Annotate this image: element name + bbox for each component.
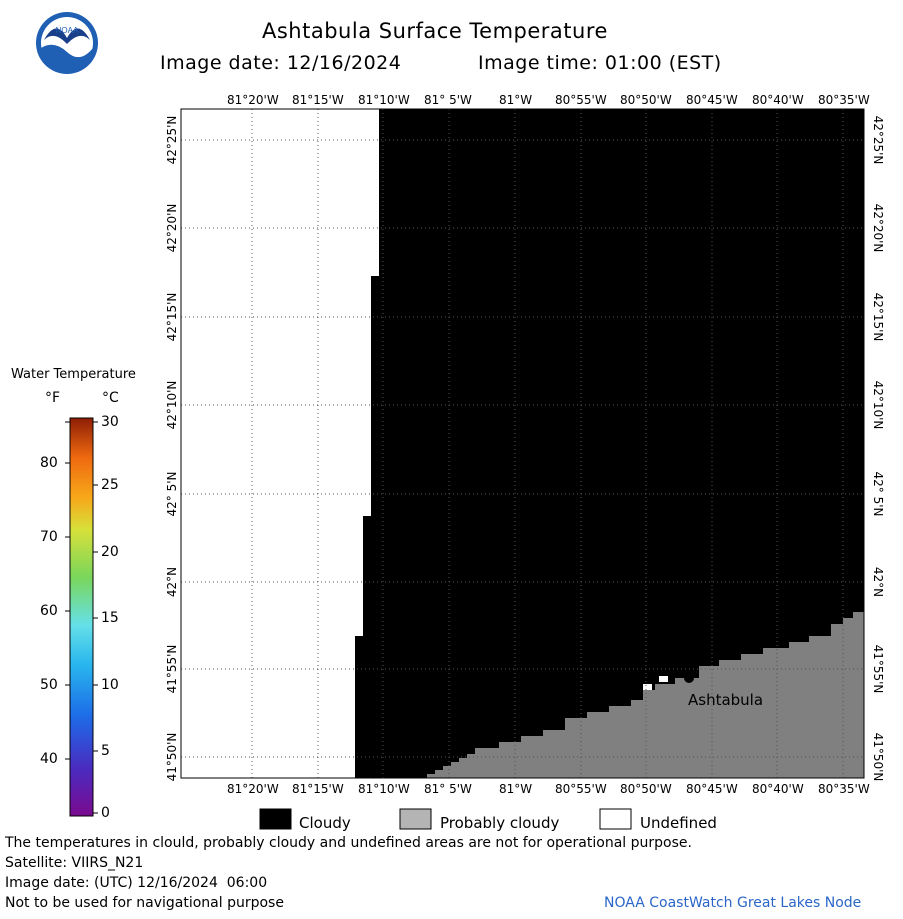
lon-tick-bottom: 80°55'W [555, 782, 607, 796]
legend-label-undefined: Undefined [640, 814, 717, 832]
lat-tick-right: 42°N [871, 566, 885, 598]
lon-tick-bottom: 81°W [499, 782, 533, 796]
lon-tick-bottom: 80°50'W [620, 782, 672, 796]
lon-tick-top: 81° 5'W [424, 93, 472, 107]
lon-tick-top: 80°35'W [818, 93, 870, 107]
map-frame [180, 108, 865, 779]
colorbar-c-tick: 5 [101, 743, 110, 759]
lat-tick-left: 42° 5'N [165, 471, 179, 517]
lon-tick-top: 80°50'W [620, 93, 672, 107]
lat-tick-left: 42°10'N [165, 380, 179, 430]
cloudy-region [355, 109, 864, 778]
lat-tick-right: 42°10'N [871, 380, 885, 430]
lon-tick-top: 80°55'W [555, 93, 607, 107]
colorbar-f-tick: 70 [40, 529, 58, 545]
lon-tick-top: 81°W [499, 93, 533, 107]
image-time: Image time: 01:00 (EST) [478, 52, 722, 74]
colorbar-unit-c: °C [102, 390, 119, 406]
utc-image-date: Image date: (UTC) 12/16/2024 06:00 [5, 875, 268, 891]
colorbar-c-tick: 15 [101, 610, 119, 626]
lat-tick-left: 42°25'N [165, 115, 179, 165]
colorbar-c-tick: 25 [101, 477, 119, 493]
lat-tick-right: 41°55'N [871, 644, 885, 694]
image-date: Image date: 12/16/2024 [160, 52, 402, 74]
lon-tick-top: 80°40'W [752, 93, 804, 107]
legend-swatch-cloudy [259, 808, 292, 830]
colorbar-f-tick: 50 [40, 677, 58, 693]
lon-tick-bottom: 81°10'W [358, 782, 410, 796]
colorbar-f-tick: 80 [40, 455, 58, 471]
city-label-ashtabula: Ashtabula [688, 691, 764, 709]
navigation-warning: Not to be used for navigational purpose [5, 895, 284, 911]
lat-tick-right: 42°20'N [871, 203, 885, 253]
colorbar-c-tick: 20 [101, 544, 119, 560]
disclaimer-note: The temperatures in clould, probably clo… [5, 835, 692, 851]
colorbar-title: Water Temperature [11, 367, 136, 382]
lon-tick-top: 81°15'W [292, 93, 344, 107]
lon-tick-top: 80°45'W [686, 93, 738, 107]
lon-tick-bottom: 81° 5'W [424, 782, 472, 796]
satellite-label: Satellite: VIIRS_N21 [5, 855, 144, 871]
lat-tick-left: 41°55'N [165, 644, 179, 694]
city-marker-ashtabula [684, 673, 694, 683]
legend-swatch-undefined [599, 808, 632, 830]
lon-tick-bottom: 80°35'W [818, 782, 870, 796]
lat-tick-left: 42°20'N [165, 203, 179, 253]
colorbar-c-tick: 30 [101, 414, 119, 430]
colorbar-f-tick: 40 [40, 751, 58, 767]
legend-label-probably-cloudy: Probably cloudy [440, 814, 560, 832]
credit-link[interactable]: NOAA CoastWatch Great Lakes Node [604, 895, 862, 911]
lat-tick-left: 41°50'N [165, 732, 179, 782]
legend-label-cloudy: Cloudy [299, 814, 351, 832]
probably-cloudy-region [427, 612, 864, 778]
lat-tick-right: 42°25'N [871, 115, 885, 165]
lat-tick-right: 42°15'N [871, 292, 885, 342]
colorbar-ticks [65, 421, 98, 814]
undefined-pixel [643, 684, 652, 690]
noaa-logo-text: NOAA [56, 26, 79, 35]
legend-swatch-probably-cloudy [399, 808, 432, 830]
colorbar-f-tick: 60 [40, 603, 58, 619]
lat-tick-right: 41°50'N [871, 732, 885, 782]
colorbar-c-tick: 10 [101, 677, 119, 693]
lat-tick-left: 42°N [165, 566, 179, 598]
colorbar-unit-f: °F [45, 390, 61, 406]
lon-tick-top: 81°20'W [227, 93, 279, 107]
lat-tick-right: 42° 5'N [871, 471, 885, 517]
map-title: Ashtabula Surface Temperature [262, 19, 608, 43]
lon-tick-bottom: 81°15'W [292, 782, 344, 796]
colorbar-c-tick: 0 [101, 805, 110, 821]
colorbar-gradient [69, 417, 94, 817]
noaa-logo: NOAA [36, 12, 98, 74]
lat-tick-left: 42°15'N [165, 292, 179, 342]
lon-tick-bottom: 80°45'W [686, 782, 738, 796]
undefined-pixel [659, 676, 668, 682]
lon-tick-top: 81°10'W [358, 93, 410, 107]
lon-tick-bottom: 81°20'W [227, 782, 279, 796]
lon-tick-bottom: 80°40'W [752, 782, 804, 796]
